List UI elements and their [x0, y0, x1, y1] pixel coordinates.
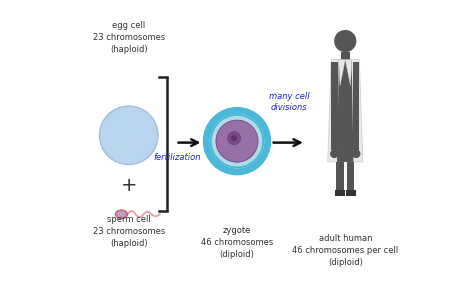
Polygon shape: [339, 59, 345, 86]
Polygon shape: [331, 62, 337, 150]
Circle shape: [206, 111, 268, 172]
Polygon shape: [353, 62, 359, 150]
Text: zygote
46 chromosomes
(diploid): zygote 46 chromosomes (diploid): [201, 226, 273, 259]
Circle shape: [334, 30, 356, 52]
Ellipse shape: [118, 212, 125, 217]
Text: fertilization: fertilization: [153, 153, 201, 162]
Polygon shape: [337, 59, 354, 162]
Text: +: +: [120, 176, 137, 195]
FancyBboxPatch shape: [347, 162, 354, 190]
Circle shape: [210, 115, 264, 168]
Circle shape: [216, 120, 258, 162]
Circle shape: [100, 106, 158, 165]
Circle shape: [231, 135, 237, 141]
Circle shape: [330, 149, 339, 158]
Text: sperm cell
23 chromosomes
(haploid): sperm cell 23 chromosomes (haploid): [92, 215, 165, 248]
Circle shape: [227, 131, 241, 145]
Text: adult human
46 chromosomes per cell
(diploid): adult human 46 chromosomes per cell (dip…: [292, 234, 398, 267]
FancyBboxPatch shape: [341, 52, 350, 59]
Polygon shape: [328, 59, 363, 162]
Circle shape: [210, 114, 264, 168]
FancyBboxPatch shape: [335, 190, 345, 196]
Text: egg cell
23 chromosomes
(haploid): egg cell 23 chromosomes (haploid): [92, 21, 165, 54]
FancyBboxPatch shape: [337, 162, 344, 190]
Circle shape: [352, 149, 361, 158]
Text: many cell
divisions: many cell divisions: [269, 92, 310, 112]
Ellipse shape: [115, 210, 128, 219]
FancyBboxPatch shape: [346, 190, 356, 196]
Polygon shape: [345, 59, 352, 86]
